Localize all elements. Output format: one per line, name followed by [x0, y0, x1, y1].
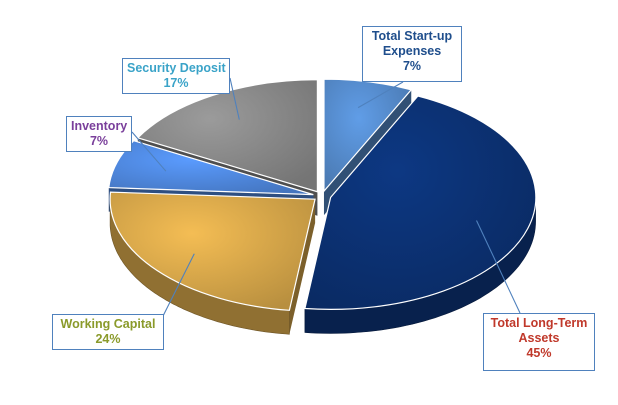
data-label-text: Total Start-up: [371, 29, 453, 43]
leader-line-total-start-up-expenses: [357, 81, 404, 109]
leader-line-security-deposit: [229, 77, 240, 120]
data-label-text: Working Capital: [60, 317, 156, 331]
data-label-percent: 17%: [163, 76, 189, 90]
leader-line-total-long-term-assets: [476, 220, 521, 314]
data-label-percent: 24%: [95, 332, 121, 346]
data-label-text: Total Long-Term: [490, 316, 588, 330]
data-label-text: Security Deposit: [127, 61, 226, 75]
data-label-total-long-term-assets: Total Long-Term Assets 45%: [483, 313, 595, 371]
data-label-inventory: Inventory 7%: [66, 116, 132, 152]
leader-line-inventory: [131, 131, 167, 172]
data-label-total-start-up-expenses: Total Start-up Expenses 7%: [362, 26, 462, 82]
data-label-percent: 7%: [89, 134, 109, 148]
data-label-security-deposit: Security Deposit 17%: [122, 58, 230, 94]
data-label-percent: 45%: [526, 346, 552, 360]
pie-slice-working-capital[interactable]: [109, 191, 316, 311]
data-label-percent: 7%: [402, 59, 422, 73]
pie-slice-security-deposit[interactable]: [136, 79, 319, 193]
pie-slice-cut-working-capital-0: [289, 199, 316, 335]
data-label-working-capital: Working Capital 24%: [52, 314, 164, 350]
pie-slice-inventory[interactable]: [108, 140, 314, 196]
data-label-text: Expenses: [382, 44, 442, 58]
data-label-text: Inventory: [71, 119, 128, 133]
pie-slice-total-long-term-assets[interactable]: [304, 95, 537, 310]
data-label-text: Assets: [518, 331, 560, 345]
